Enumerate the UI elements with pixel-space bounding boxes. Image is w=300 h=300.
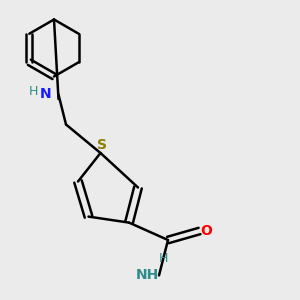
Text: NH: NH <box>136 268 159 282</box>
Text: O: O <box>200 224 212 238</box>
Text: S: S <box>97 138 107 152</box>
Text: H: H <box>159 252 168 266</box>
Text: N: N <box>40 88 52 101</box>
Text: H: H <box>28 85 38 98</box>
